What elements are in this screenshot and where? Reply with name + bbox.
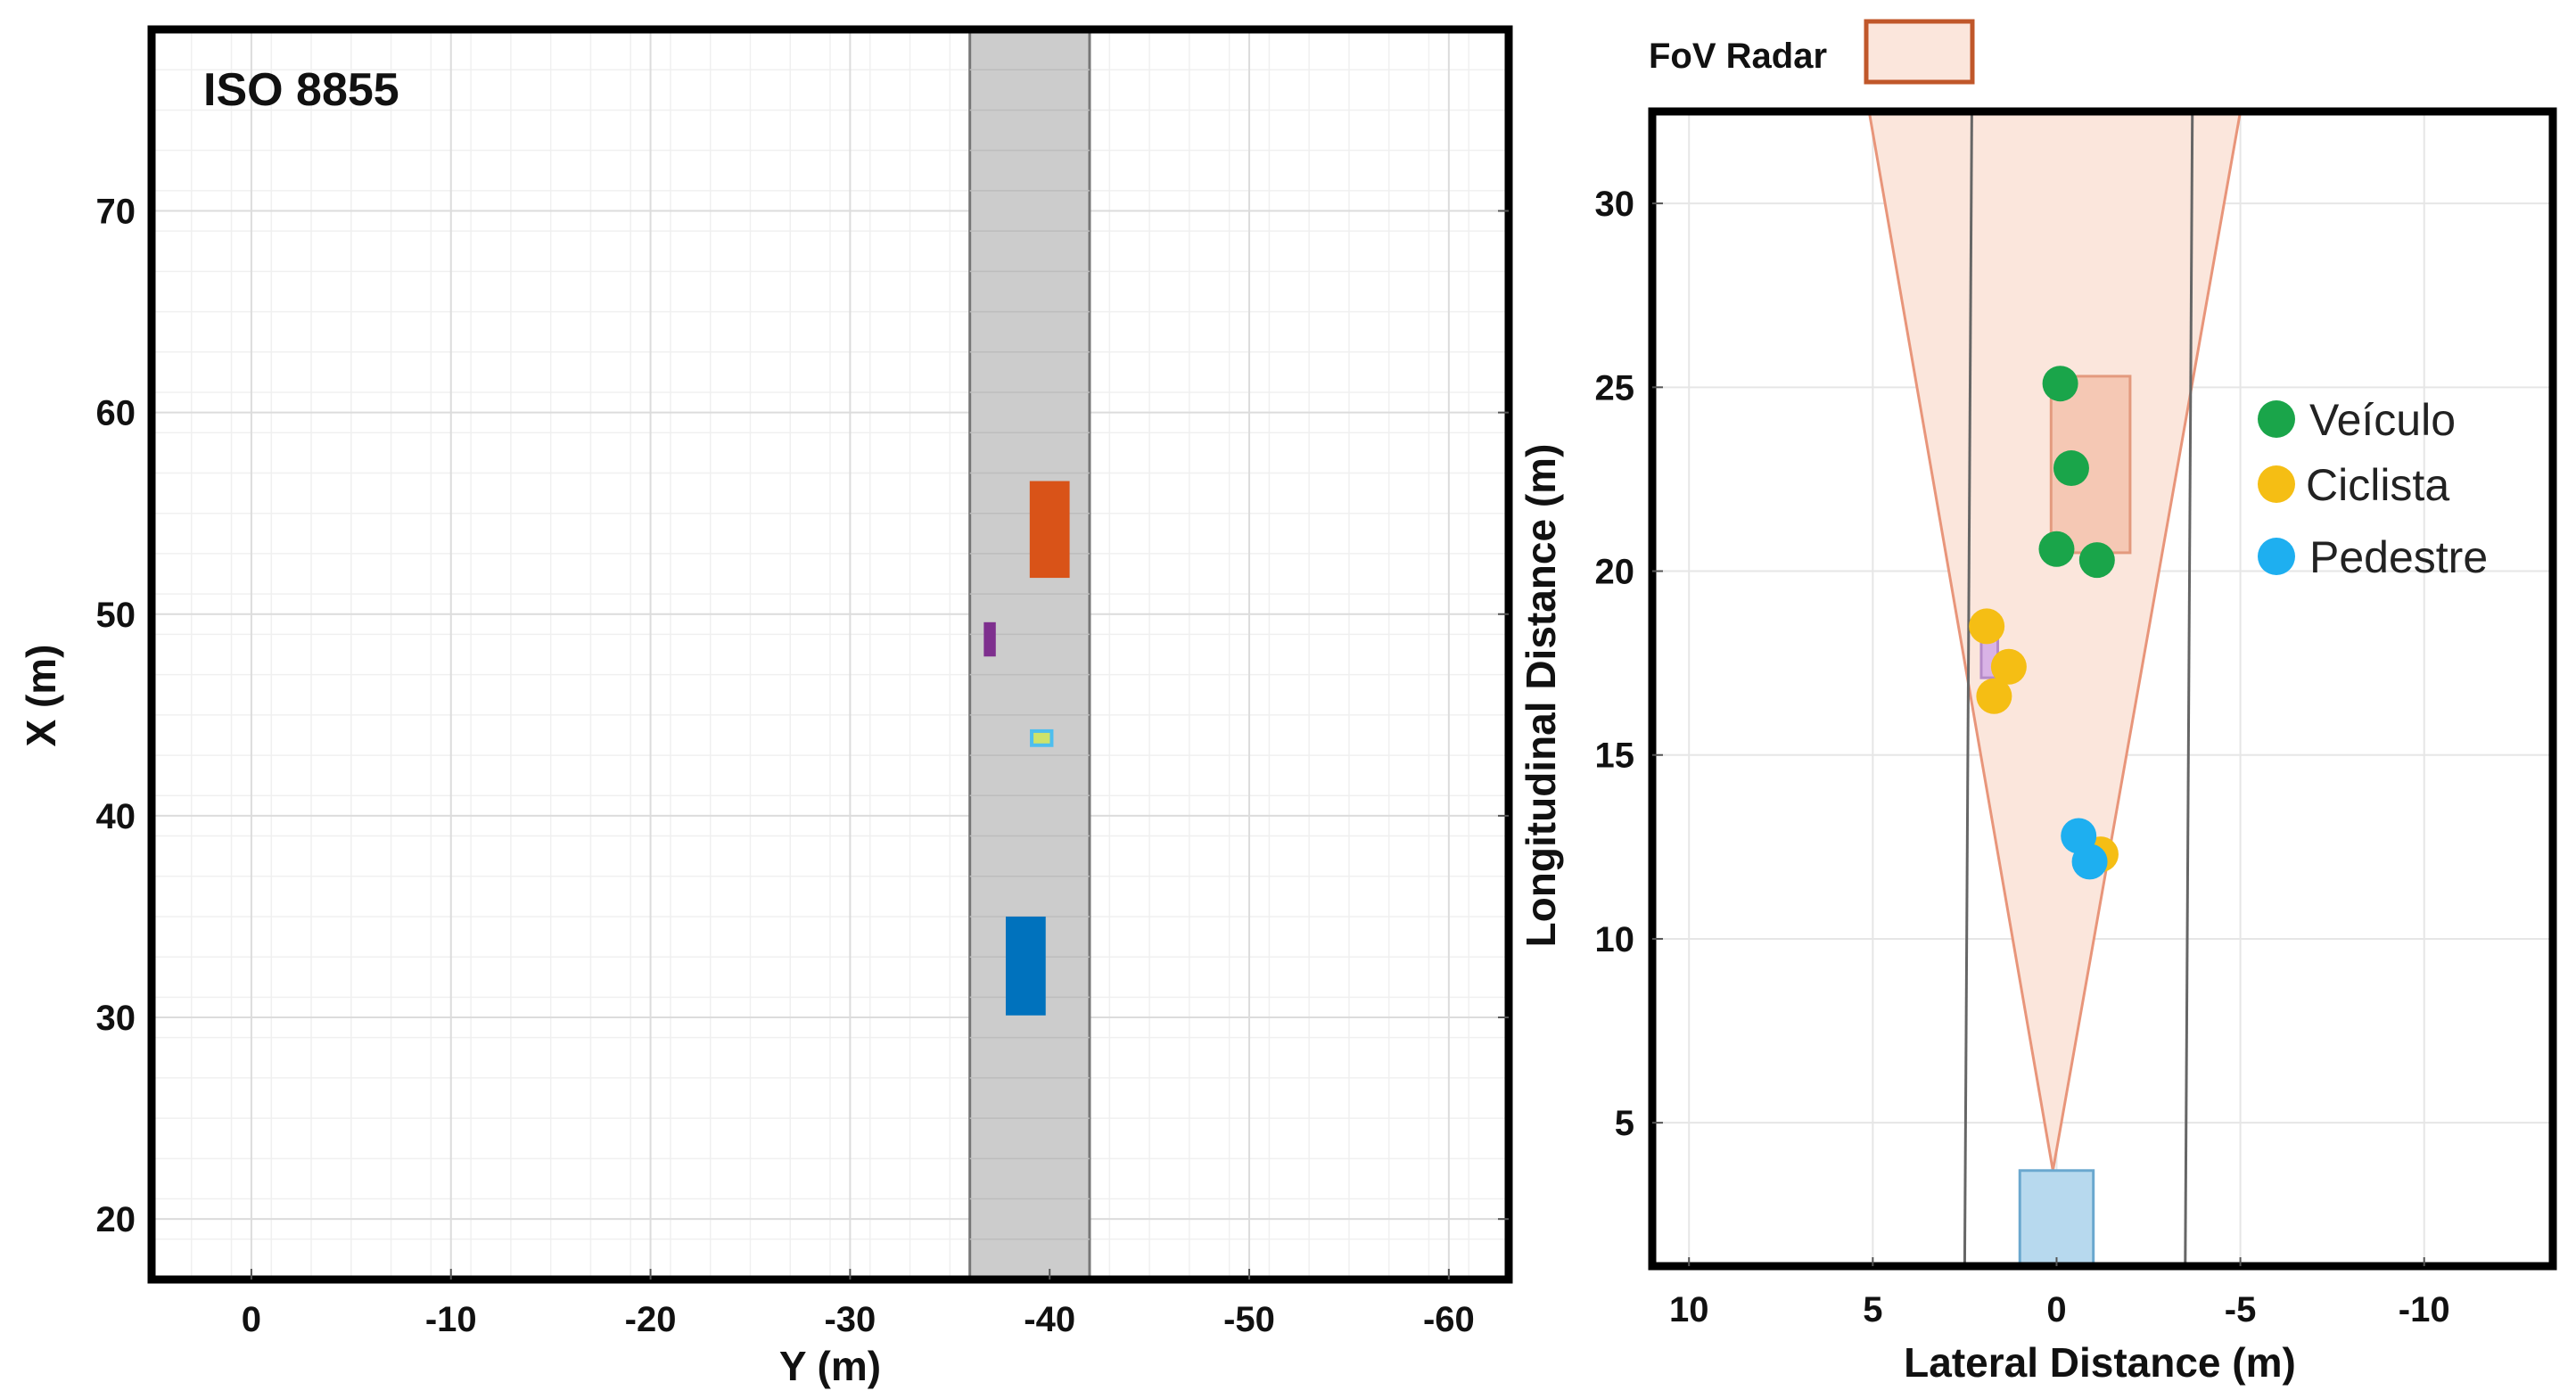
- x-tick-label: 0: [242, 1300, 261, 1339]
- legend-marker-pedestre: [2258, 538, 2295, 575]
- legend-marker-ciclista: [2258, 465, 2295, 503]
- right-chart: 10 5 0 -5 -10 5 10 15 20 25 30 Veículo Ciclista Pe…: [1518, 19, 2557, 1386]
- y-tick-label: 70: [96, 193, 136, 232]
- object-cyclist: [983, 621, 996, 657]
- y-tick-label: 5: [1615, 1104, 1634, 1143]
- x-tick-label: -50: [1223, 1300, 1275, 1339]
- lane-lines: [1963, 111, 2194, 1267]
- y-tick-label: 20: [96, 1200, 136, 1239]
- left-y-axis-label: X (m): [18, 645, 64, 747]
- y-tick-label: 60: [96, 394, 136, 433]
- x-tick-label: -10: [2399, 1290, 2450, 1329]
- legend-marker-veiculo: [2258, 400, 2295, 438]
- legend-label-pedestre: Pedestre: [2309, 532, 2488, 582]
- right-frame: [1648, 107, 2557, 1271]
- point-veículo: [2053, 450, 2089, 487]
- series-legend: Veículo Ciclista Pedestre: [2258, 395, 2488, 582]
- fov-legend-label: FoV Radar: [1649, 37, 1827, 76]
- x-tick-label: -5: [2225, 1290, 2257, 1329]
- point-pedestre: [2071, 844, 2108, 880]
- x-tick-label: 10: [1669, 1290, 1709, 1329]
- legend-label-veiculo: Veículo: [2309, 395, 2456, 445]
- lane-line: [1963, 111, 1973, 1267]
- x-tick-label: -30: [824, 1300, 876, 1339]
- x-tick-label: -60: [1423, 1300, 1475, 1339]
- point-veículo: [2038, 531, 2075, 567]
- y-tick-label: 15: [1595, 737, 1635, 776]
- x-tick-label: 0: [2046, 1290, 2066, 1329]
- x-tick-label: -20: [625, 1300, 677, 1339]
- y-tick-label: 25: [1595, 368, 1635, 407]
- y-tick-label: 50: [96, 596, 136, 635]
- y-tick-label: 10: [1595, 920, 1635, 959]
- right-x-axis-label: Lateral Distance (m): [1904, 1339, 2296, 1386]
- y-tick-label: 20: [1595, 553, 1635, 592]
- point-veículo: [2042, 366, 2078, 402]
- object-vehicle: [1029, 481, 1070, 579]
- left-chart: 0 -10 -20 -30 -40 -50 -60 20 30 40 50 60 70 ISO 8855…: [18, 25, 1513, 1389]
- right-tick-marks: 10 5 0 -5 -10 5 10 15 20 25 30: [1595, 185, 2450, 1329]
- detection-points: [1969, 366, 2119, 880]
- point-ciclista: [1969, 608, 2005, 645]
- legend-label-ciclista: Ciclista: [2306, 460, 2449, 510]
- object-pedestrian: [1030, 728, 1054, 747]
- left-chart-title: ISO 8855: [203, 64, 399, 116]
- point-ciclista: [1976, 678, 2012, 714]
- y-tick-label: 30: [1595, 185, 1635, 224]
- x-tick-label: -10: [425, 1300, 477, 1339]
- y-tick-label: 30: [96, 999, 136, 1038]
- ego-radar-box: [2018, 1169, 2095, 1268]
- point-ciclista: [1990, 648, 2027, 685]
- x-tick-label: 5: [1863, 1290, 1882, 1329]
- lane-line: [2184, 111, 2194, 1267]
- right-y-axis-label: Longitudinal Distance (m): [1518, 444, 1564, 948]
- left-frame: [147, 25, 1513, 1284]
- fov-legend: FoV Radar: [1649, 19, 1975, 85]
- y-tick-label: 40: [96, 797, 136, 836]
- left-x-axis-label: Y (m): [779, 1343, 881, 1389]
- left-tick-marks: 0 -10 -20 -30 -40 -50 -60 20 30 40 50 60 70: [96, 193, 1509, 1339]
- left-objects: [983, 481, 1070, 1016]
- point-veículo: [2078, 542, 2115, 579]
- x-tick-label: -40: [1024, 1300, 1075, 1339]
- fov-legend-swatch: [1864, 19, 1975, 85]
- object-ego: [1005, 916, 1046, 1016]
